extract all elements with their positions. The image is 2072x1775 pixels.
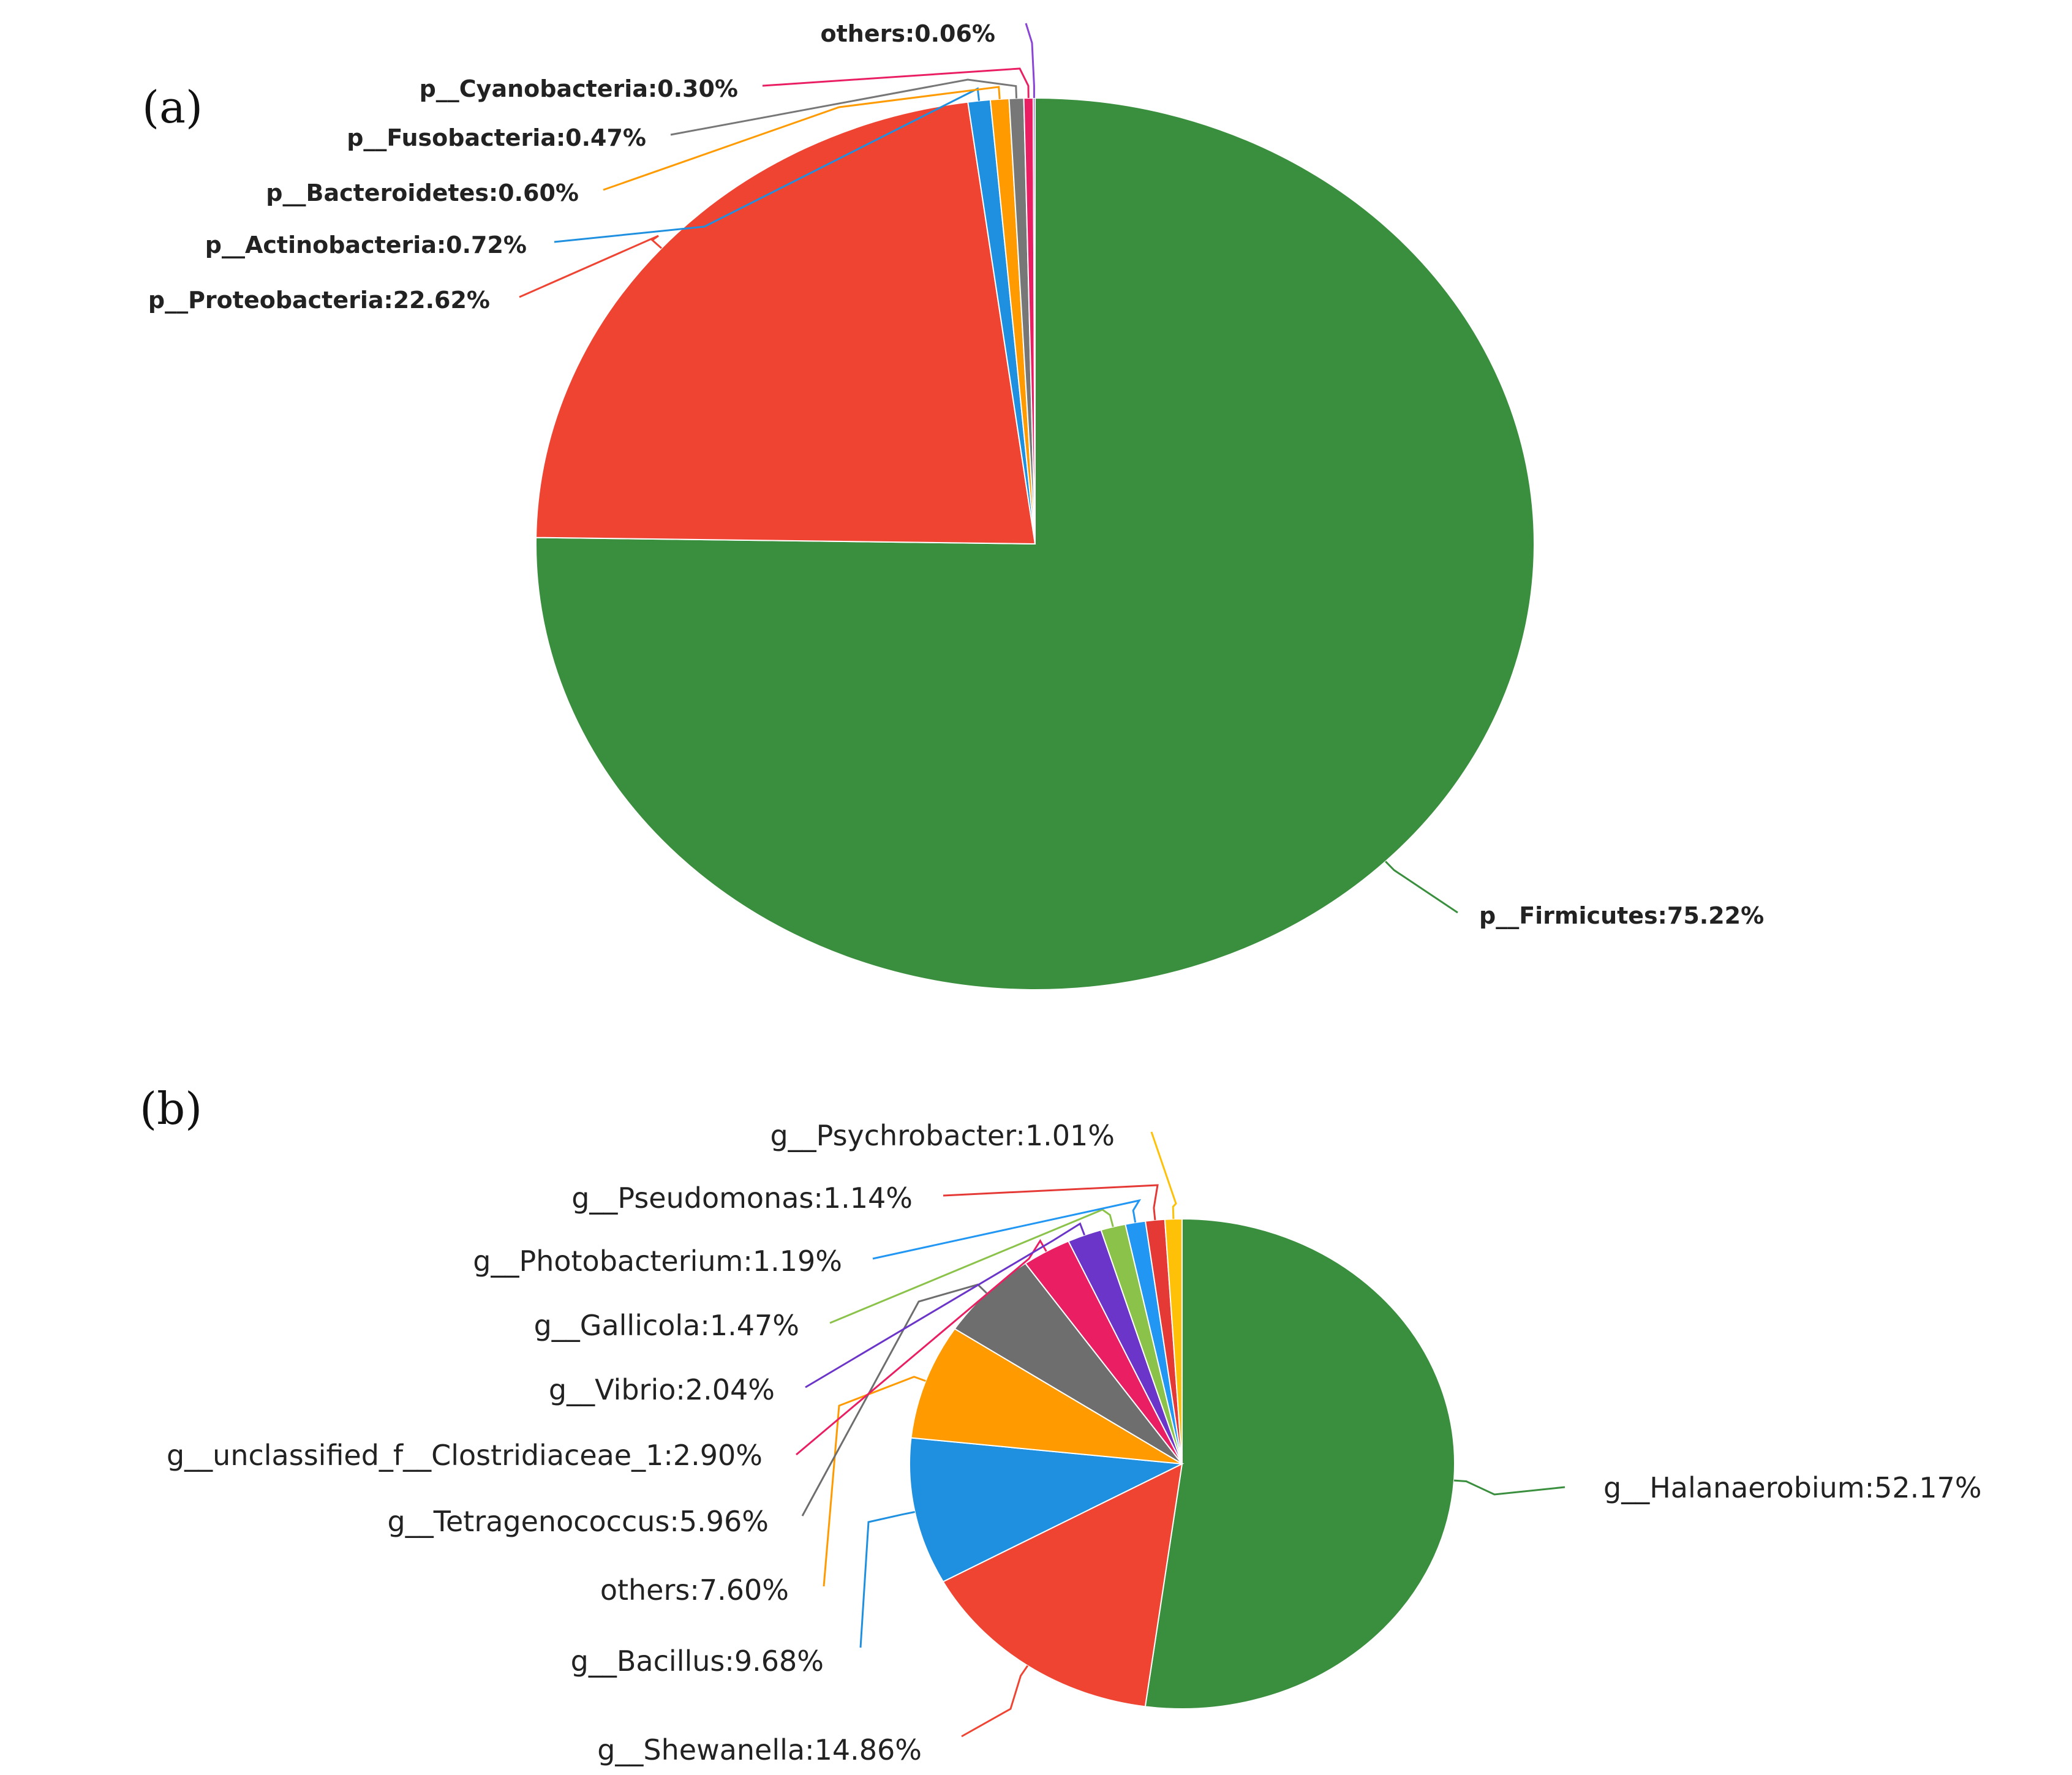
pie-a-leader-actinobacteria [554, 87, 981, 243]
pie-b-leader-halanaerobium [1453, 1479, 1565, 1496]
panel-label-b: (b) [140, 1083, 202, 1134]
pie-a-slice-proteobacteria [535, 101, 1036, 545]
panel-label-a: (a) [142, 81, 203, 133]
pie-b-label-pseudomonas: g__Pseudomonas:1.14% [571, 1181, 913, 1215]
pie-a-label-bacteroidetes: p__Bacteroidetes:0.60% [266, 179, 579, 206]
pie-a-label-cyanobacteria: p__Cyanobacteria:0.30% [420, 75, 738, 102]
pie-b-label-photobacterium: g__Photobacterium:1.19% [473, 1245, 842, 1278]
pie-b-leader-shewanella [961, 1665, 1029, 1738]
pie-chart-a: (a) p__Firmicutes:75.22% p__Proteobacteri… [142, 20, 1764, 990]
pie-b-leader-pseudomonas [943, 1184, 1159, 1221]
pie-b-label-tetragenococcus: g__Tetragenococcus:5.96% [388, 1505, 769, 1538]
pie-a-leader-firmicutes [1385, 861, 1458, 914]
pie-a-label-proteobacteria: p__Proteobacteria:22.62% [148, 287, 490, 314]
pie-b-slice-halanaerobium [1144, 1218, 1456, 1709]
pie-b-leader-psychrobacter [1150, 1131, 1177, 1219]
pie-b-label-shewanella: g__Shewanella:14.86% [597, 1733, 922, 1766]
pie-b-leader-tetragenococcus [801, 1283, 987, 1517]
pie-b-label-gallicola: g__Gallicola:1.47% [534, 1309, 799, 1342]
pie-b-leader-bacillus [859, 1511, 915, 1648]
pie-b-label-others: others:7.60% [600, 1573, 789, 1607]
pie-b-label-unclassified-f-clostridiaceae-1: g__unclassified_f__Clostridiaceae_1:2.90… [167, 1439, 763, 1472]
pie-a-leader-cyanobacteria [762, 67, 1030, 99]
pie-b-label-bacillus: g__Bacillus:9.68% [571, 1645, 824, 1678]
pie-a-label-fusobacteria: p__Fusobacteria:0.47% [347, 124, 646, 151]
pie-b-leader-vibrio [805, 1222, 1086, 1389]
pie-b-label-psychrobacter: g__Psychrobacter:1.01% [770, 1119, 1115, 1152]
pie-a-leader-fusobacteria [670, 78, 1018, 136]
pie-b-leader-gallicola [829, 1208, 1114, 1324]
pie-b-slice-others [910, 1328, 1183, 1464]
pie-b-label-vibrio: g__Vibrio:2.04% [549, 1373, 775, 1406]
pie-chart-b: (b) g__Halanaerobium:52.17% g__Shewanella… [140, 1083, 1981, 1766]
pie-a-leader-proteobacteria [519, 235, 662, 298]
pie-b-leader-photobacterium [872, 1199, 1142, 1260]
pie-b-leader-others [823, 1376, 926, 1587]
pie-a-leader-others [1025, 23, 1035, 99]
pie-b-label-halanaerobium: g__Halanaerobium:52.17% [1603, 1471, 1981, 1504]
pie-a-label-firmicutes: p__Firmicutes:75.22% [1479, 902, 1764, 929]
pie-b-slice-shewanella [942, 1463, 1183, 1708]
pie-a-label-actinobacteria: p__Actinobacteria:0.72% [205, 232, 527, 258]
pie-a-leader-bacteroidetes [603, 86, 1001, 191]
pie-a-label-others: others:0.06% [821, 20, 995, 47]
